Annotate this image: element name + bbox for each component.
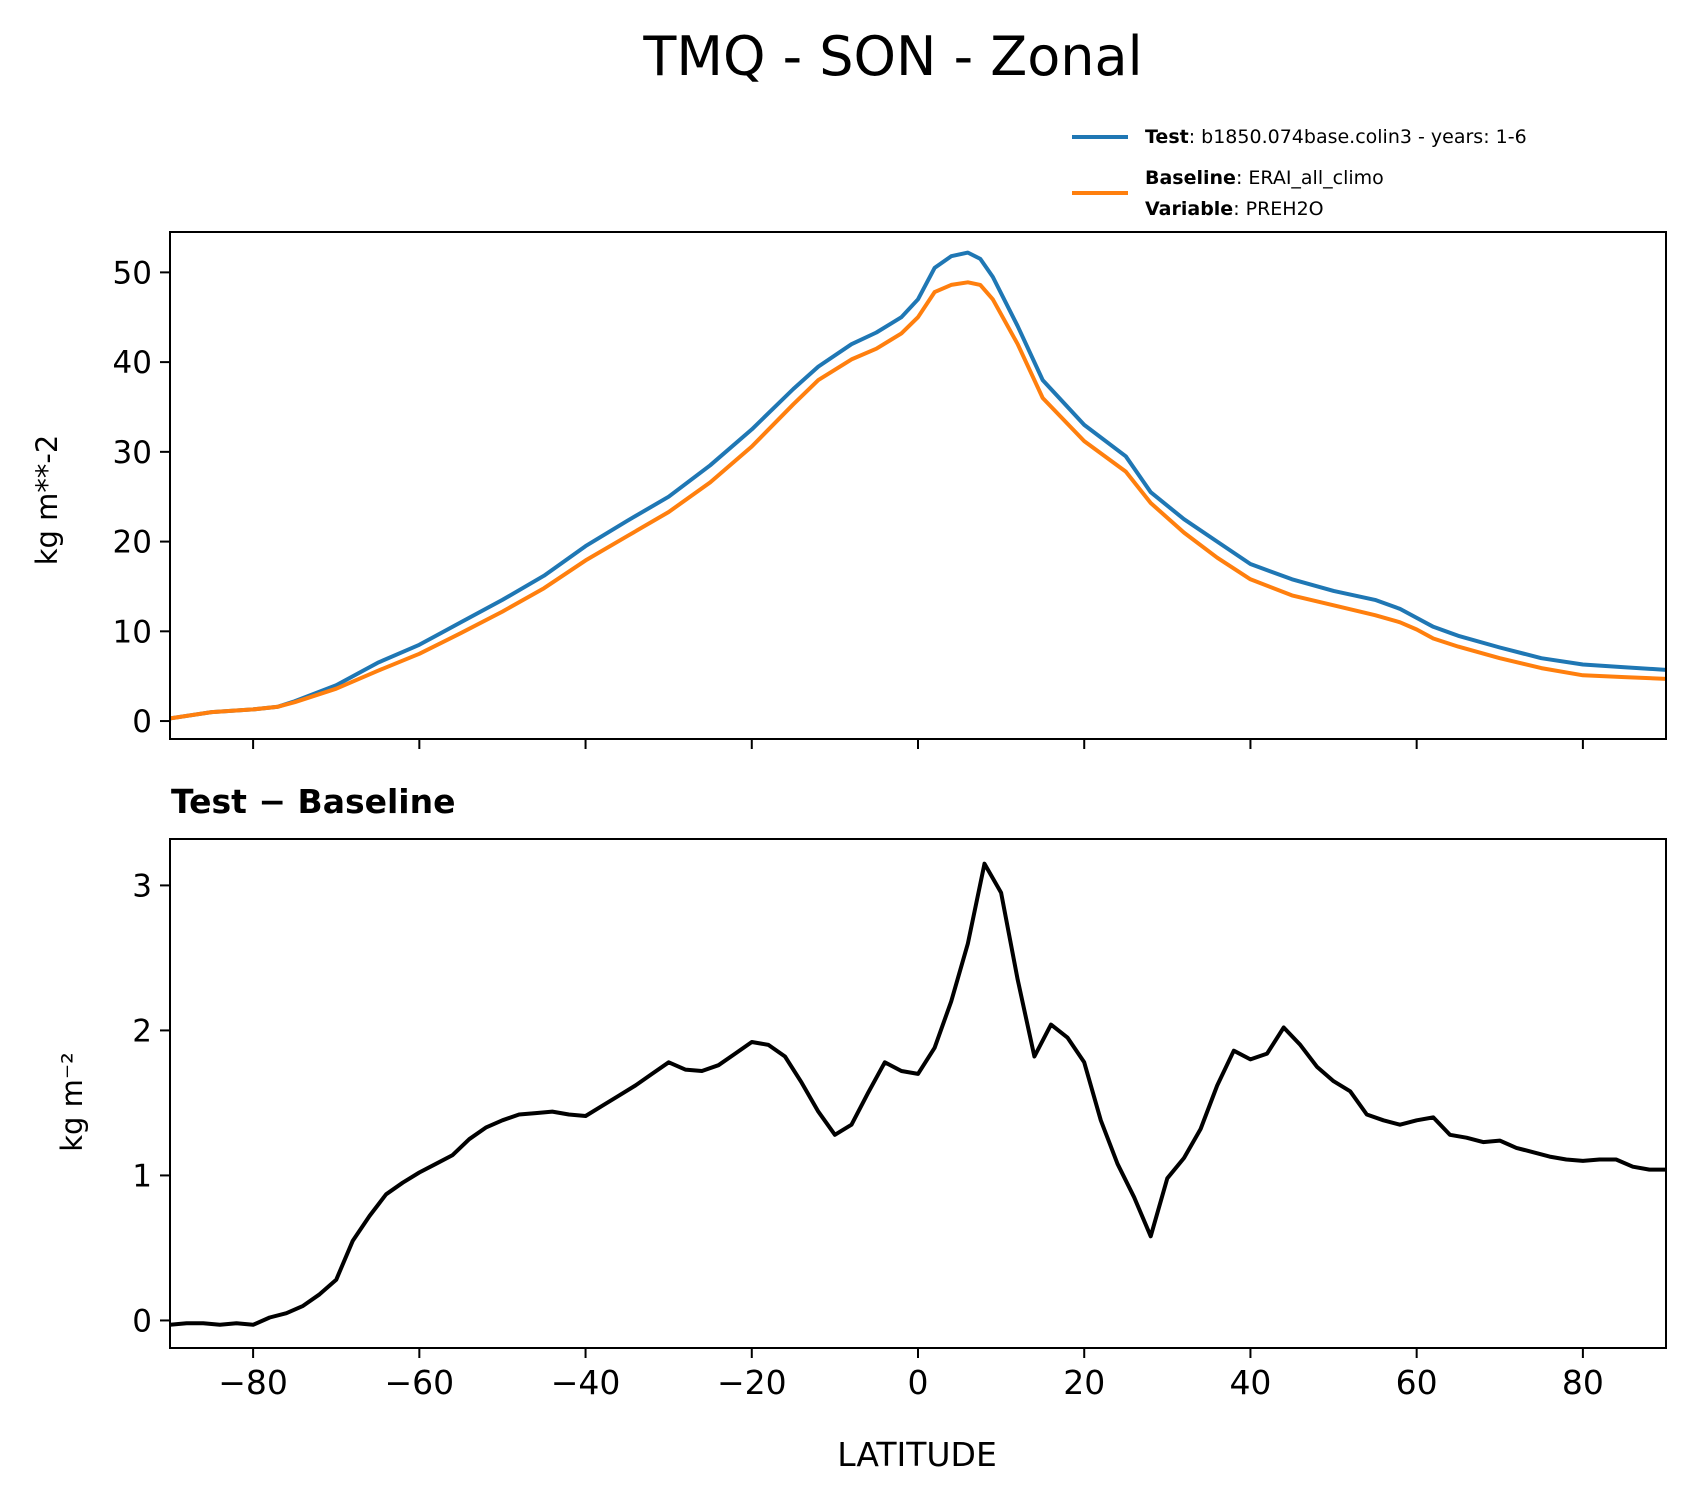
legend: Test: b1850.074base.colin3 - years: 1-6 … [1072, 126, 1527, 220]
x-tick-label: 60 [1396, 1363, 1438, 1402]
legend-entry-variable: Variable: PREH2O [1145, 198, 1324, 220]
x-tick-label: 40 [1229, 1363, 1271, 1402]
legend-variable-key: Variable [1145, 198, 1233, 220]
top-series-line-baseline [170, 280, 1666, 721]
top-y-tick-label: 50 [113, 255, 152, 291]
x-tick-label: −40 [551, 1363, 621, 1402]
legend-baseline-text: : ERAI_all_climo [1236, 167, 1384, 189]
x-tick-label: 0 [908, 1363, 929, 1402]
top-panel: 0 10 20 30 40 50 [113, 231, 1667, 749]
bottom-y-tick-label: 3 [132, 868, 152, 904]
legend-entry-baseline: Baseline: ERAI_all_climo [1145, 167, 1384, 189]
top-y-tick-label: 30 [113, 435, 152, 471]
bottom-panel-title: Test − Baseline [171, 782, 456, 821]
bottom-y-tick-label: 0 [132, 1303, 152, 1339]
legend-baseline-key: Baseline [1145, 167, 1236, 189]
x-tick-label: 80 [1562, 1363, 1604, 1402]
bottom-y-axis-label: kg m⁻² [55, 1052, 89, 1152]
figure-title: TMQ - SON - Zonal [642, 25, 1142, 88]
bottom-panel: −80 −60 −40 −20 0 20 40 60 80 0 1 2 3 [132, 838, 1667, 1402]
legend-test-key: Test [1145, 126, 1189, 148]
top-y-tick-label: 0 [132, 704, 152, 740]
top-y-tick-label: 40 [113, 345, 152, 381]
x-tick-label: −80 [218, 1363, 288, 1402]
x-axis-label: LATITUDE [837, 1435, 997, 1474]
bottom-plot-area [170, 861, 1666, 1327]
legend-test-text: : b1850.074base.colin3 - years: 1-6 [1189, 126, 1527, 148]
x-tick-label: −20 [717, 1363, 787, 1402]
top-series-line-test [170, 250, 1666, 721]
top-y-tick-label: 20 [113, 525, 152, 561]
bottom-axes-frame [169, 838, 1667, 1349]
bottom-series-line-test-baseline [170, 861, 1666, 1327]
x-tick-label: −60 [385, 1363, 455, 1402]
top-y-tick-label: 10 [113, 614, 152, 650]
top-plot-area [170, 250, 1666, 721]
bottom-y-tick-label: 2 [132, 1013, 152, 1049]
bottom-y-tick-label: 1 [132, 1158, 152, 1194]
legend-variable-text: : PREH2O [1233, 198, 1323, 220]
x-tick-label: 20 [1063, 1363, 1105, 1402]
top-y-axis-label: kg m**-2 [30, 435, 64, 566]
legend-entry-test: Test: b1850.074base.colin3 - years: 1-6 [1145, 126, 1527, 148]
